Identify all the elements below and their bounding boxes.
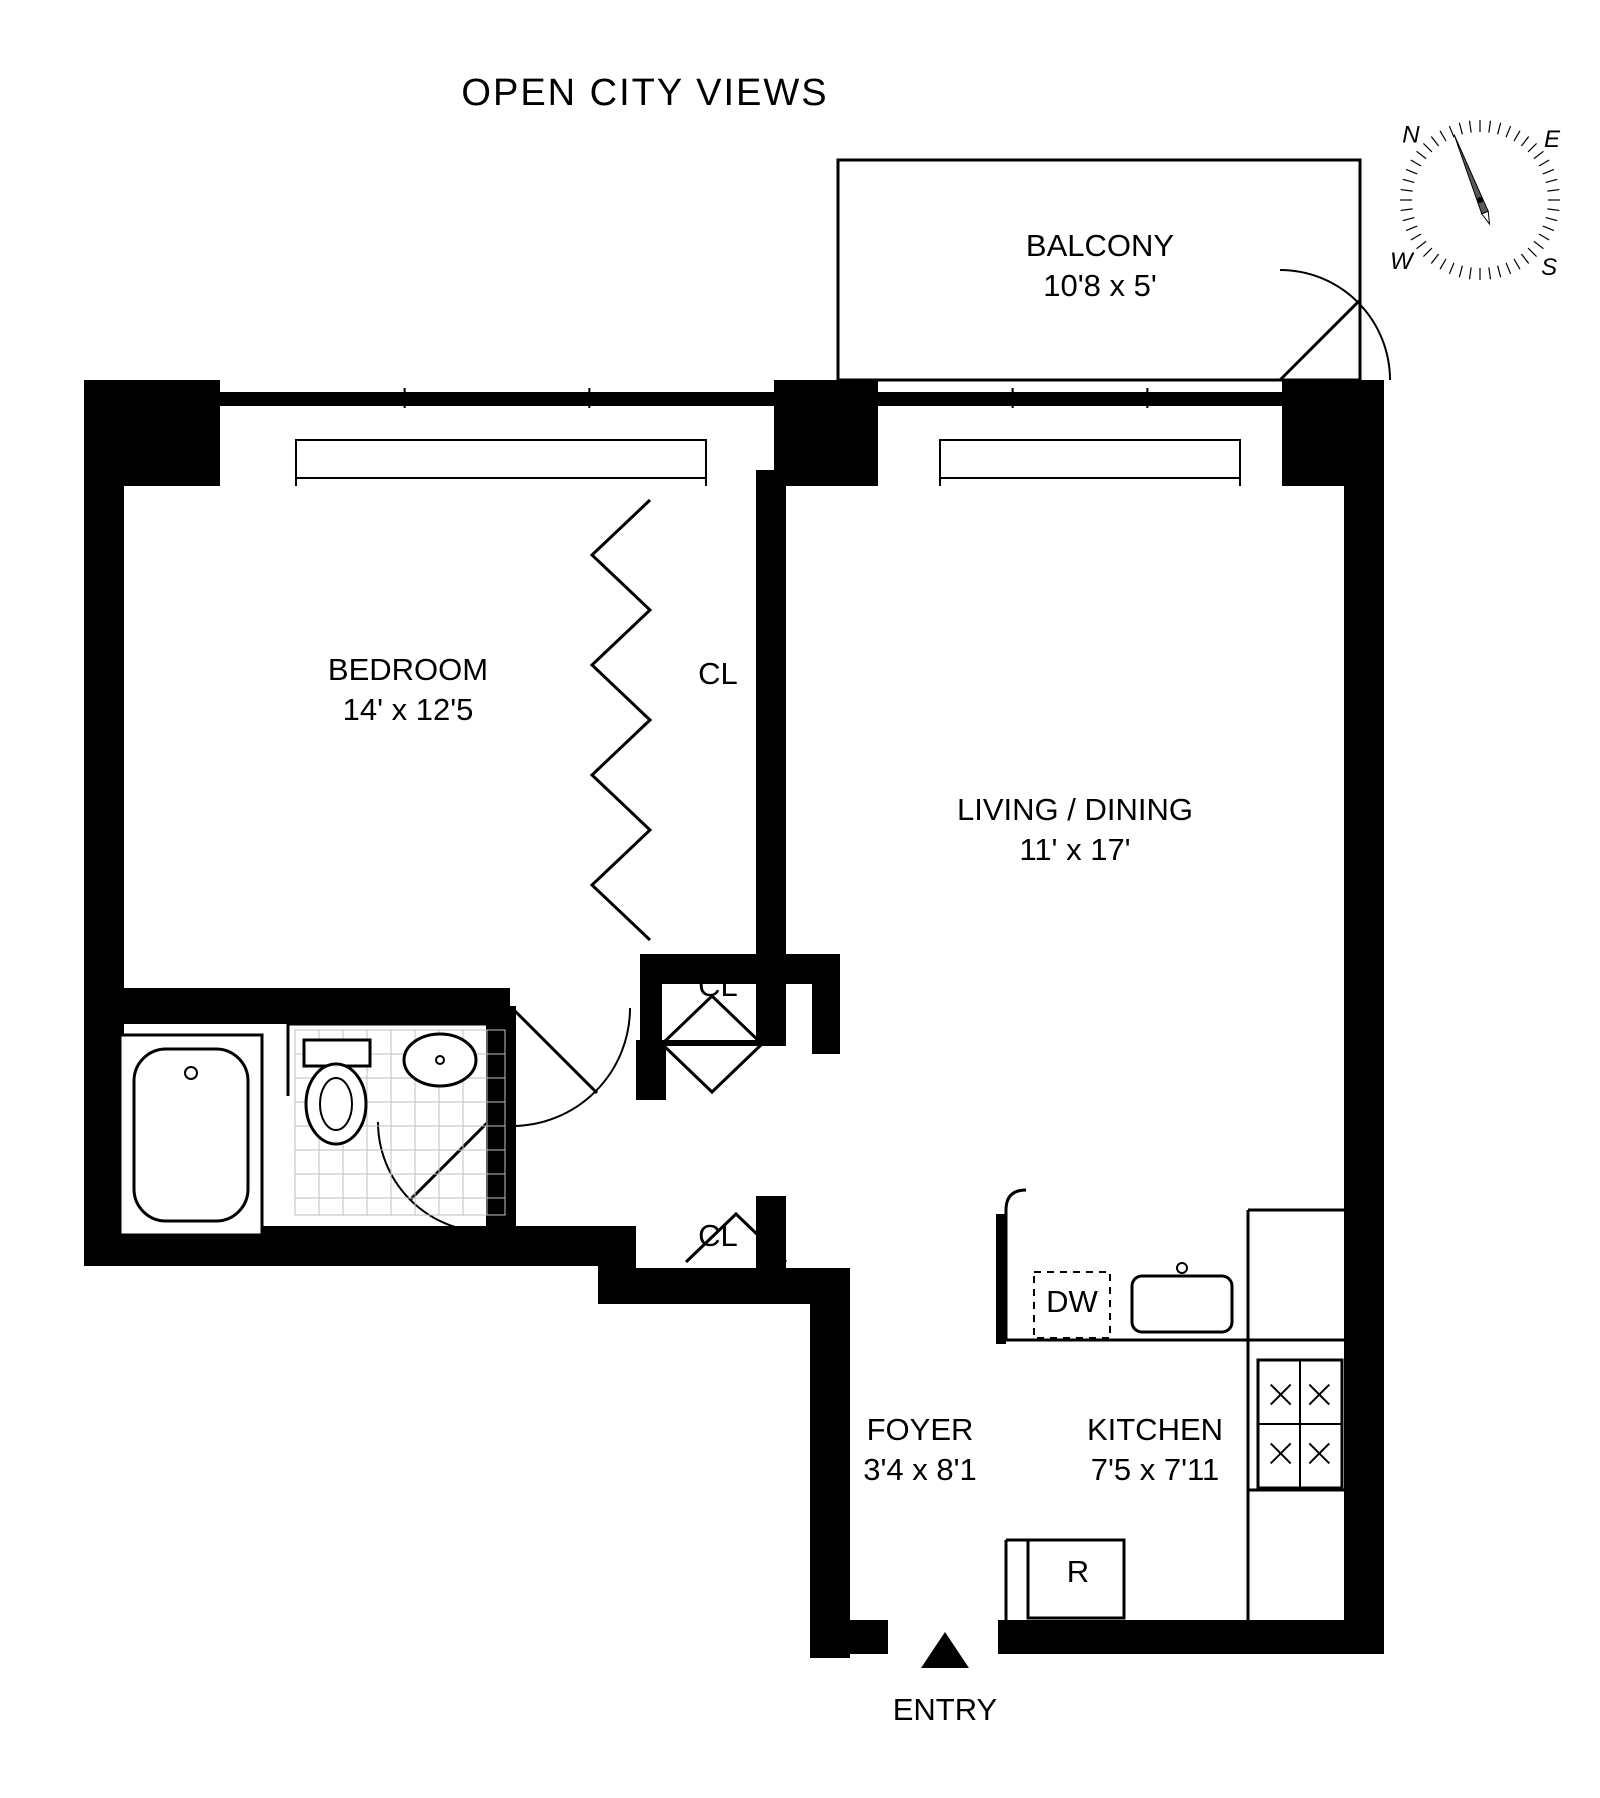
bathroom-sink [404,1034,476,1086]
kitchen-label: KITCHEN [1087,1412,1223,1447]
kitchen [1006,1190,1344,1620]
compass-e: E [1544,126,1561,153]
compass-w: W [1390,248,1415,275]
living-dims: 11' x 17' [1019,832,1130,867]
window-track [940,440,1240,478]
closet-label-2: CL [698,1218,738,1253]
balcony-dims: 10'8 x 5' [1043,268,1157,303]
r-label: R [1067,1554,1089,1589]
entry-label: ENTRY [893,1692,998,1727]
bathtub [120,1035,262,1235]
kitchen-dims: 7'5 x 7'11 [1091,1452,1219,1487]
bedroom-dims: 14' x 12'5 [343,692,474,727]
kitchen-sink [1132,1276,1232,1332]
compass [1400,120,1560,280]
floorplan-svg: OPEN CITY VIEWS N E S W BEDROOM 14' x 12'5 LIVI… [0,0,1600,1798]
compass-s: S [1541,254,1557,281]
foyer-dims: 3'4 x 8'1 [863,1452,977,1487]
bedroom-label: BEDROOM [328,652,488,687]
living-label: LIVING / DINING [957,792,1193,827]
compass-n: N [1402,121,1420,148]
balcony-label: BALCONY [1026,228,1174,263]
title-text: OPEN CITY VIEWS [461,72,828,114]
window-track [296,440,706,478]
closet-door [592,500,650,940]
foyer-label: FOYER [867,1412,974,1447]
dw-label: DW [1046,1284,1098,1319]
entry-arrow-icon [921,1632,969,1668]
toilet-tank [304,1040,370,1066]
closet-label-1: CL [698,968,738,1003]
floorplan-stage: OPEN CITY VIEWS N E S W BEDROOM 14' x 12'5 LIVI… [0,0,1600,1798]
closet-label-0: CL [698,656,738,691]
toilet-bowl [306,1064,366,1144]
